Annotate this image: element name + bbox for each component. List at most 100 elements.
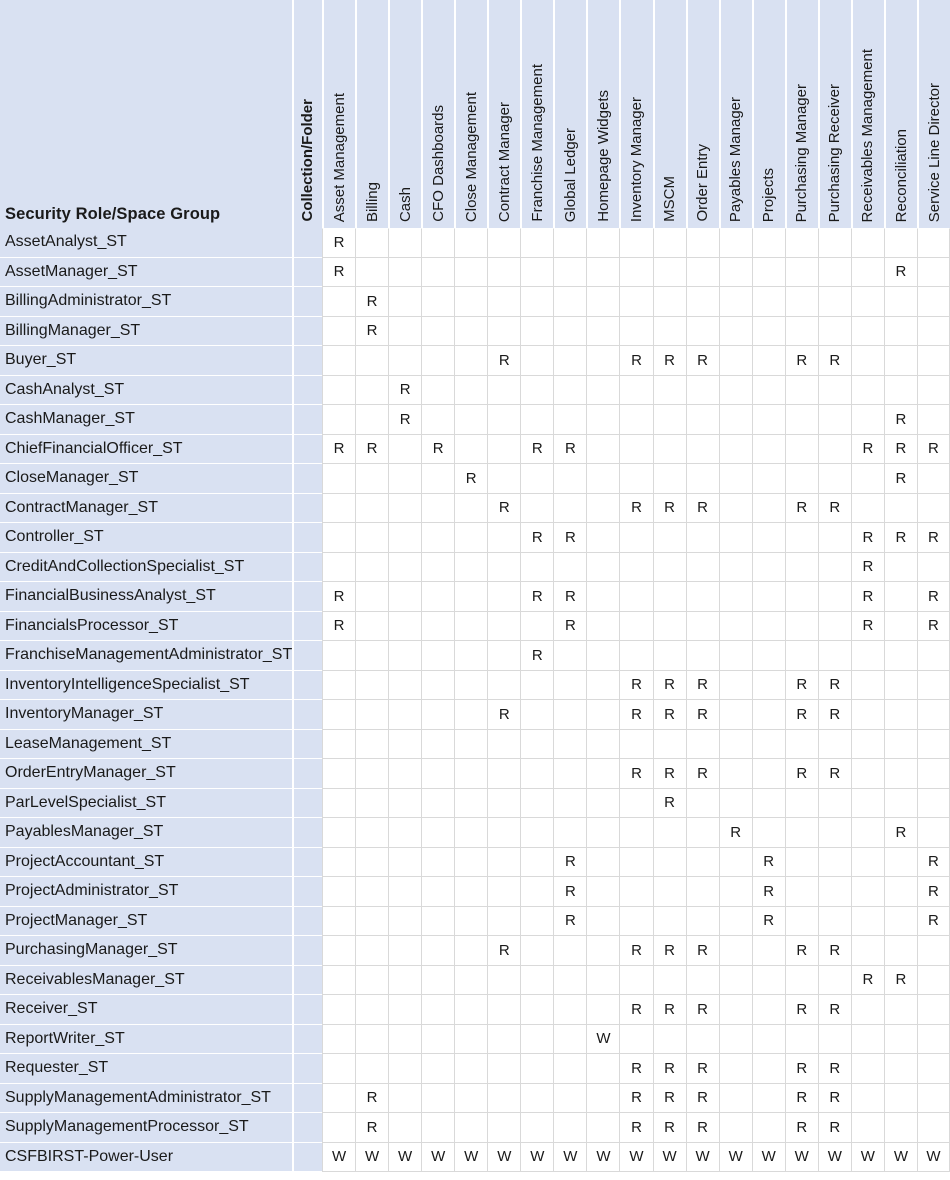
permission-cell xyxy=(553,1113,587,1143)
permission-cell: R xyxy=(553,434,587,464)
permission-cell xyxy=(586,257,620,287)
role-label: ProjectManager_ST xyxy=(0,906,292,936)
permission-cell xyxy=(520,788,554,818)
permission-cell xyxy=(883,670,917,700)
permission-cell xyxy=(586,1083,620,1113)
permission-cell xyxy=(520,346,554,376)
permission-cell xyxy=(520,729,554,759)
permission-cell xyxy=(850,847,884,877)
permission-cell xyxy=(751,434,785,464)
table-row-cashmanager-st: CashManager_ST R R xyxy=(0,405,950,435)
permission-cell xyxy=(322,818,356,848)
table-row-financialbusinessanalyst-st: FinancialBusinessAnalyst_ST R R R R R xyxy=(0,582,950,612)
permission-cell xyxy=(487,375,521,405)
permission-cell xyxy=(850,316,884,346)
permission-cell xyxy=(916,788,950,818)
permission-cell: R xyxy=(685,670,719,700)
permission-cell xyxy=(388,611,422,641)
permission-cell: R xyxy=(817,700,851,730)
table-row-assetmanager-st: AssetManager_ST R R xyxy=(0,257,950,287)
collection-folder-spacer xyxy=(292,818,322,848)
permission-cell xyxy=(355,818,389,848)
permission-cell xyxy=(850,405,884,435)
permission-cell xyxy=(718,729,752,759)
permission-cell xyxy=(355,965,389,995)
permission-cell xyxy=(520,1113,554,1143)
column-header-inventory-manager: Inventory Manager xyxy=(619,0,652,228)
permission-cell xyxy=(718,670,752,700)
column-header-label: Receivables Management xyxy=(859,48,877,222)
permission-cell: R xyxy=(685,493,719,523)
permission-cell: R xyxy=(817,1083,851,1113)
permission-cell xyxy=(454,641,488,671)
permission-cell xyxy=(586,818,620,848)
permission-cell xyxy=(817,877,851,907)
table-row-assetanalyst-st: AssetAnalyst_ST R xyxy=(0,228,950,258)
permission-cell xyxy=(916,641,950,671)
permission-cell xyxy=(388,228,422,258)
permission-cell xyxy=(883,375,917,405)
permission-cell xyxy=(850,759,884,789)
permission-cell xyxy=(355,847,389,877)
column-header-label: Service Line Director xyxy=(925,82,943,222)
collection-folder-spacer xyxy=(292,493,322,523)
matrix-header-row: Security Role/Space Group Collection/Fol… xyxy=(0,0,950,228)
table-row-parlevelspecialist-st: ParLevelSpecialist_ST R xyxy=(0,788,950,818)
permission-cell: R xyxy=(487,493,521,523)
permission-cell xyxy=(718,1113,752,1143)
permission-cell xyxy=(553,759,587,789)
permission-cell xyxy=(751,641,785,671)
permission-cell xyxy=(916,405,950,435)
permission-cell xyxy=(751,1083,785,1113)
permission-cell xyxy=(916,493,950,523)
permission-cell xyxy=(652,641,686,671)
permission-cell: R xyxy=(322,611,356,641)
permission-cell xyxy=(586,523,620,553)
table-row-financialsprocessor-st: FinancialsProcessor_ST R R R R xyxy=(0,611,950,641)
permission-cell: R xyxy=(619,1083,653,1113)
permission-cell xyxy=(553,228,587,258)
permission-cell xyxy=(388,1083,422,1113)
permission-cell xyxy=(421,641,455,671)
column-header-label: Reconciliation xyxy=(892,128,910,222)
permission-cell xyxy=(784,729,818,759)
permission-cell xyxy=(619,375,653,405)
permission-cell: R xyxy=(652,493,686,523)
permission-cell xyxy=(751,611,785,641)
permission-cell: R xyxy=(850,582,884,612)
permission-cell xyxy=(553,936,587,966)
permission-cell xyxy=(751,788,785,818)
permission-cell: W xyxy=(685,1142,719,1172)
permission-cell: R xyxy=(619,670,653,700)
permission-cell xyxy=(421,552,455,582)
permission-cell: W xyxy=(883,1142,917,1172)
permission-cell: R xyxy=(619,1113,653,1143)
role-label: ChiefFinancialOfficer_ST xyxy=(0,434,292,464)
table-row-reportwriter-st: ReportWriter_ST W xyxy=(0,1024,950,1054)
permission-cell xyxy=(883,788,917,818)
permission-cell: R xyxy=(685,936,719,966)
table-row-payablesmanager-st: PayablesManager_ST R R xyxy=(0,818,950,848)
permission-cell: R xyxy=(652,1083,686,1113)
permission-cell xyxy=(520,936,554,966)
permission-cell: R xyxy=(916,611,950,641)
permission-cell xyxy=(685,434,719,464)
table-row-supplymanagementadministrator-st: SupplyManagementAdministrator_ST R R R R R R xyxy=(0,1083,950,1113)
permission-cell: W xyxy=(586,1142,620,1172)
column-header-asset-management: Asset Management xyxy=(322,0,355,228)
permission-cell xyxy=(454,257,488,287)
permission-cell xyxy=(586,641,620,671)
permission-cell xyxy=(322,493,356,523)
permission-cell: R xyxy=(916,877,950,907)
permission-cell xyxy=(421,523,455,553)
column-header-label: Projects xyxy=(760,167,778,222)
permission-cell xyxy=(520,670,554,700)
permission-cell: R xyxy=(784,1083,818,1113)
permission-cell xyxy=(751,464,785,494)
permission-cell: W xyxy=(817,1142,851,1172)
permission-cell: R xyxy=(784,995,818,1025)
permission-cell xyxy=(784,464,818,494)
role-label: CSFBIRST-Power-User xyxy=(0,1142,292,1172)
permission-cell xyxy=(421,611,455,641)
permission-cell xyxy=(520,552,554,582)
